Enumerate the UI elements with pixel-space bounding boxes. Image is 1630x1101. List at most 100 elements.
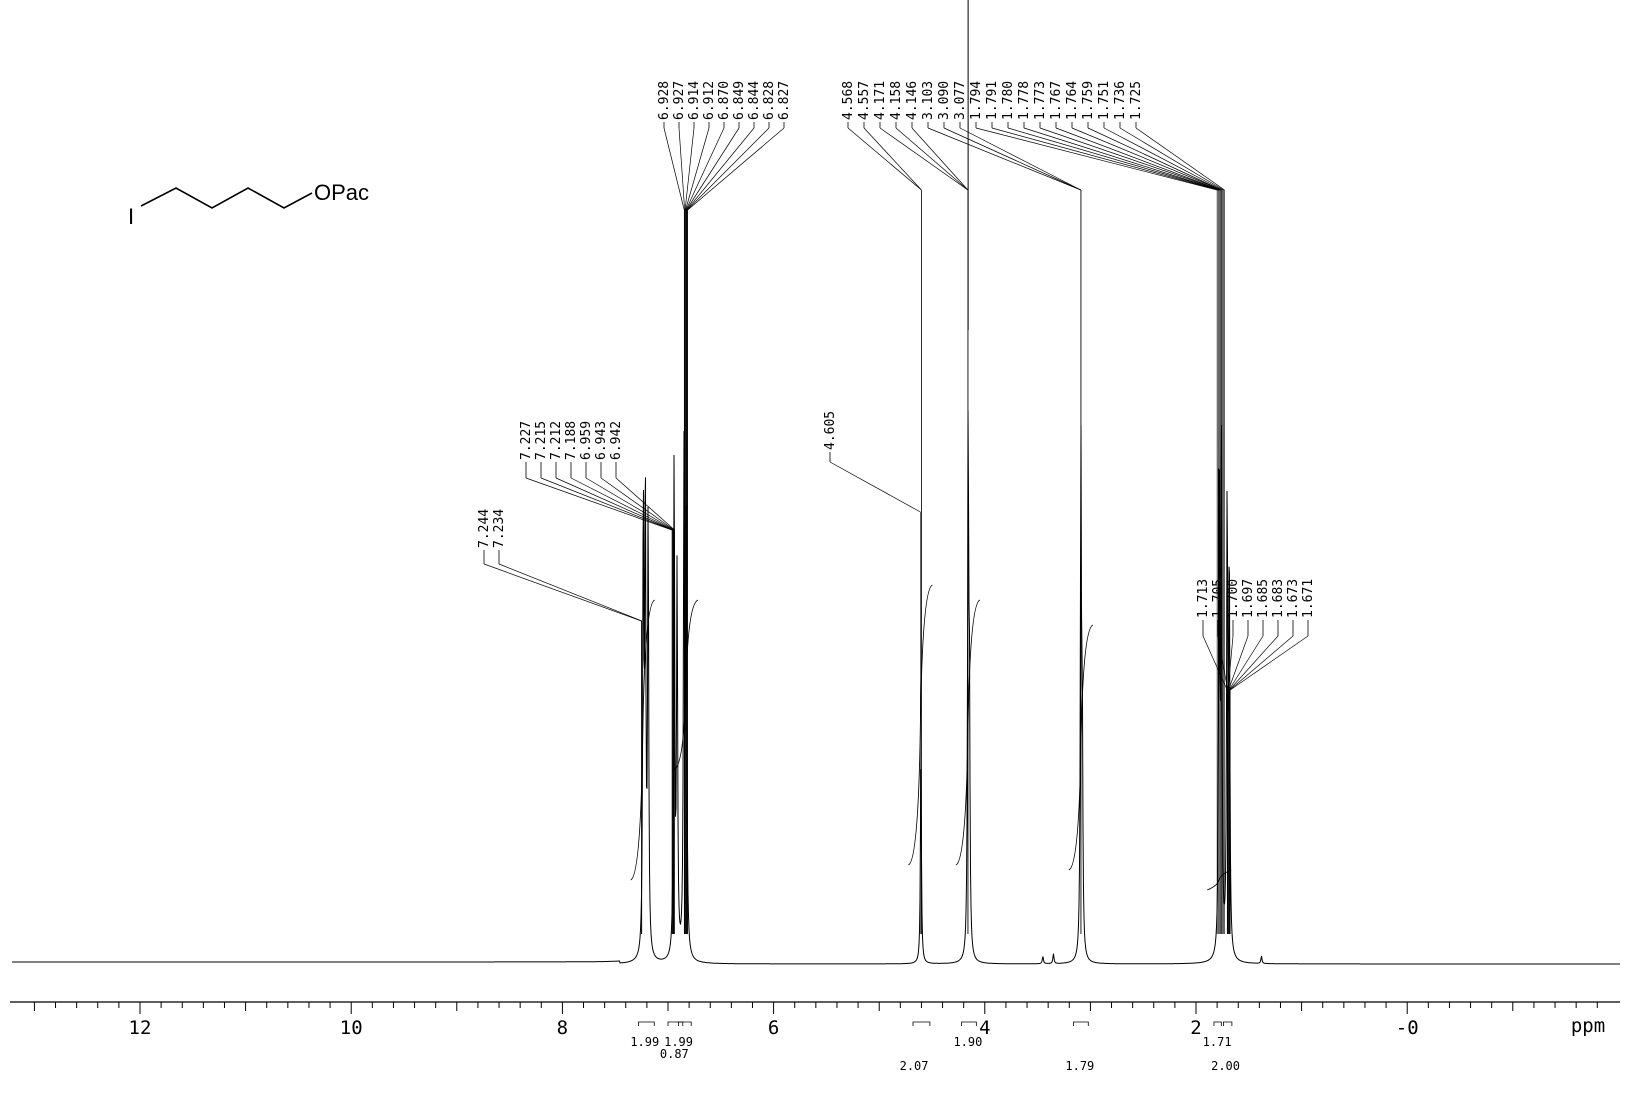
peak-leader [687,127,785,211]
peak-leader [1228,635,1264,691]
iodine-label: I [128,204,134,229]
peak-label: 6.959 [579,421,594,460]
peak-leader [1087,127,1222,191]
peak-label: 3.077 [953,81,968,120]
peak-leader [686,127,740,211]
peak-leader [483,563,642,622]
integrals: 1.99 1.990.87 2.07 1.90 1.79 1.71 2.00 [630,1021,1240,1073]
peak-label: 1.759 [1081,81,1096,120]
peak-label: 1.794 [969,81,984,120]
peak-leader [1023,127,1220,191]
peak-label: 7.212 [549,421,564,460]
integral-bracket [638,1021,655,1026]
integral-value: 1.90 [953,1035,982,1049]
peak-label: 4.158 [889,81,904,120]
peak-label: 6.849 [732,81,747,120]
peak-label: 1.773 [1033,81,1048,120]
integral-value: 1.71 [1203,1035,1232,1049]
peak-label: 4.171 [873,81,888,120]
integral-value: 0.87 [660,1047,689,1061]
integral-bracket [678,1021,692,1026]
x-tick-label: 6 [768,1017,779,1039]
x-tick-label: 8 [557,1017,568,1039]
peak-label: 6.912 [702,81,717,120]
chain-bonds [140,187,313,209]
x-tick-label: 2 [1190,1017,1201,1039]
integral-value: 1.99 [630,1035,659,1049]
peak-label: 1.780 [1001,81,1016,120]
peak-label: 1.700 [1226,579,1241,618]
integral-bracket [1223,1021,1233,1026]
peak-leader [1229,635,1279,691]
spectrum-line [12,410,1620,965]
opac-label: OPac [314,180,369,205]
peak-label: 7.227 [519,421,534,460]
peak-label: 1.685 [1256,579,1271,618]
integral-bracket [1213,1021,1222,1026]
peak-leader [585,477,674,531]
peak-leader [991,127,1219,191]
peak-label: 1.751 [1097,81,1112,120]
peak-leader [847,127,922,191]
peak-label: 6.914 [687,81,702,120]
peak-leader [975,127,1218,191]
integral-value: 1.79 [1065,1059,1094,1073]
x-tick-label: 4 [979,1017,990,1039]
peak-leader [1071,127,1222,191]
peak-leader [829,461,921,513]
peak-leader [863,127,922,191]
peak-leader [686,127,755,211]
x-tick-label: 10 [340,1017,363,1039]
peak-leader [1228,635,1249,691]
peak-leader [685,127,710,211]
integral-value: 1.99 [664,1035,693,1049]
peak-label: 3.103 [921,81,936,120]
peak-leader [1230,635,1309,691]
peak-label: 1.683 [1271,579,1286,618]
x-tick-label: 12 [129,1017,152,1039]
peak-leader [663,127,685,211]
peak-leader [879,127,969,191]
peak-label: 6.844 [747,81,762,120]
peak-label: 1.697 [1241,579,1256,618]
peak-leader [1119,127,1224,191]
integral-bracket [961,1021,977,1026]
peak-label: 6.943 [594,421,609,460]
peak-leader [570,477,674,531]
x-axis-label: ppm [1571,1015,1605,1037]
peak-leader [555,477,673,531]
peak-leader [615,477,675,531]
peak-label: 1.725 [1129,81,1144,120]
peak-leader [1229,635,1294,691]
peak-label: 1.673 [1286,579,1301,618]
peak-leader [1007,127,1220,191]
peak-label: 7.244 [477,509,492,548]
peak-leader [498,563,642,622]
peak-leader [540,477,673,531]
peak-label: 1.791 [985,81,1000,120]
peak-leader [1103,127,1223,191]
peak-label: 1.736 [1113,81,1128,120]
integral-bracket [667,1021,684,1026]
x-tick-label: -0 [1396,1017,1419,1039]
peak-labels: 7.244 7.234 7.227 7.215 7.212 7.188 6.959 6.943… [477,81,1316,934]
peak-leader [927,127,1082,191]
peak-leader [678,127,686,211]
peak-leader [943,127,1082,191]
peak-label: 6.942 [609,421,624,460]
peak-leader [684,127,695,211]
peak-label: 1.767 [1049,81,1064,120]
peak-label: 4.605 [823,411,838,450]
peak-label: 1.671 [1301,579,1316,618]
spectrum-trace [12,0,1620,965]
peak-leader [1217,635,1229,691]
peak-leader [1227,635,1234,691]
peak-leader [1135,127,1225,191]
peak-label: 1.713 [1196,579,1211,618]
peak-label: 7.234 [492,509,507,548]
peak-label: 1.778 [1017,81,1032,120]
peak-label: 1.764 [1065,81,1080,120]
peak-label: 7.215 [534,421,549,460]
x-axis: 12 10 8 6 4 2 -0 [10,1001,1620,1039]
